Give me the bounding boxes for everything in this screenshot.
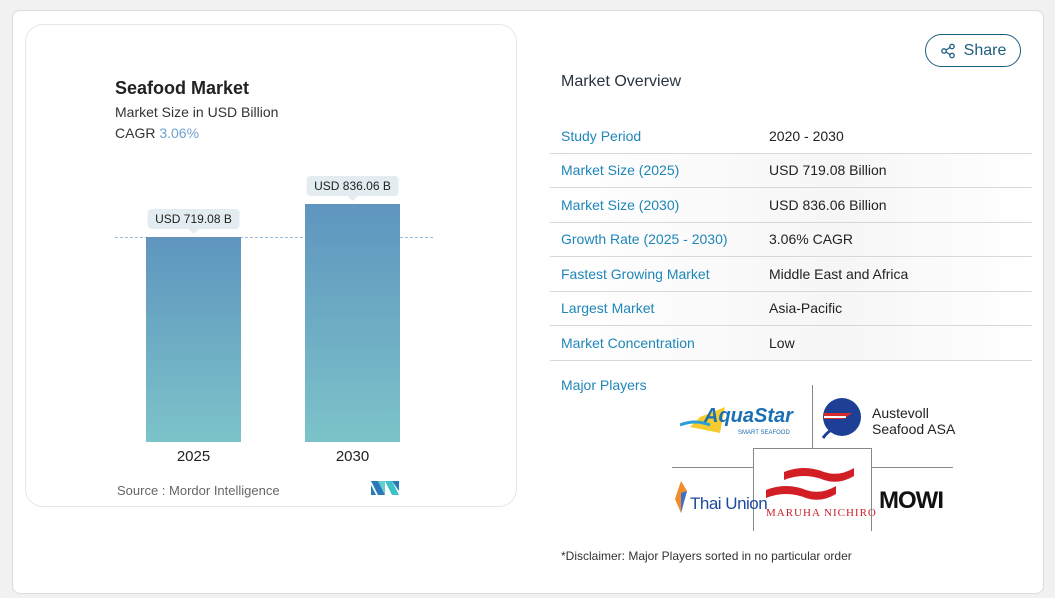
aquastar-logo-icon xyxy=(679,407,725,433)
disclaimer: *Disclaimer: Major Players sorted in no … xyxy=(561,549,852,563)
row-label[interactable]: Market Size (2030) xyxy=(561,196,680,213)
bar-2030 xyxy=(305,204,400,442)
row-label[interactable]: Fastest Growing Market xyxy=(561,265,710,282)
data-label: USD 719.08 B xyxy=(147,209,240,235)
chart-subtitle: Market Size in USD Billion xyxy=(115,104,279,120)
divider xyxy=(871,467,953,468)
overview-row: Market Size (2030) USD 836.06 Billion xyxy=(550,188,1032,223)
row-label[interactable]: Market Size (2025) xyxy=(561,162,680,179)
thaiunion-logo-icon xyxy=(675,481,687,513)
data-label: USD 836.06 B xyxy=(306,176,399,201)
cagr: CAGR 3.06% xyxy=(115,125,199,141)
overview-row: Largest Market Asia-Pacific xyxy=(550,291,1032,326)
row-value: 2020 - 2030 xyxy=(769,127,844,144)
source-text: Source : Mordor Intelligence xyxy=(117,483,280,498)
overview-row: Market Size (2025) USD 719.08 Billion xyxy=(550,153,1032,188)
cagr-label: CAGR xyxy=(115,125,156,141)
overview-row: Study Period 2020 - 2030 xyxy=(550,119,1032,154)
player-logo-aquastar: AquaStar SMART SEAFOOD xyxy=(679,403,805,443)
maruha-nichiro-logo-icon xyxy=(766,468,854,500)
maruha-nichiro-name: MARUHA NICHIRO xyxy=(766,507,877,519)
row-value: USD 719.08 Billion xyxy=(769,162,887,179)
overview-row: Growth Rate (2025 - 2030) 3.06% CAGR xyxy=(550,222,1032,257)
row-value: Low xyxy=(769,334,795,351)
cagr-value: 3.06% xyxy=(159,125,200,141)
row-label[interactable]: Largest Market xyxy=(561,300,655,317)
major-players-label: Major Players xyxy=(561,377,647,393)
overview-title: Market Overview xyxy=(561,73,682,90)
row-value: USD 836.06 Billion xyxy=(769,196,887,213)
row-label[interactable]: Market Concentration xyxy=(561,334,695,351)
row-value: 3.06% CAGR xyxy=(769,231,854,248)
share-label: Share xyxy=(963,41,1007,59)
mordor-logo xyxy=(371,481,399,495)
divider-box xyxy=(753,448,872,531)
divider xyxy=(672,467,753,468)
row-value: Middle East and Africa xyxy=(769,265,909,282)
thaiunion-name: Thai Union xyxy=(690,494,768,513)
row-label[interactable]: Study Period xyxy=(561,127,642,144)
x-tick-label: 2025 xyxy=(176,448,211,465)
overview-row: Market Concentration Low xyxy=(550,326,1032,361)
row-value: Asia-Pacific xyxy=(769,300,843,317)
austevoll-name: Austevoll Seafood ASA xyxy=(872,405,956,437)
mowi-name: MOWI xyxy=(879,487,944,514)
aquastar-tagline: SMART SEAFOOD xyxy=(738,430,790,436)
chart-card xyxy=(25,24,517,507)
x-tick-label: 2030 xyxy=(335,448,370,465)
share-icon xyxy=(940,43,955,58)
reference-line xyxy=(115,237,433,238)
divider xyxy=(812,385,813,448)
share-button[interactable]: Share xyxy=(925,34,1021,67)
row-label[interactable]: Growth Rate (2025 - 2030) xyxy=(561,231,728,248)
bar-2025 xyxy=(146,237,241,442)
overview-row: Fastest Growing Market Middle East and Af… xyxy=(550,257,1032,292)
chart-title: Seafood Market xyxy=(115,78,250,98)
aquastar-name: AquaStar xyxy=(704,405,793,427)
austevoll-logo-icon xyxy=(821,398,861,439)
